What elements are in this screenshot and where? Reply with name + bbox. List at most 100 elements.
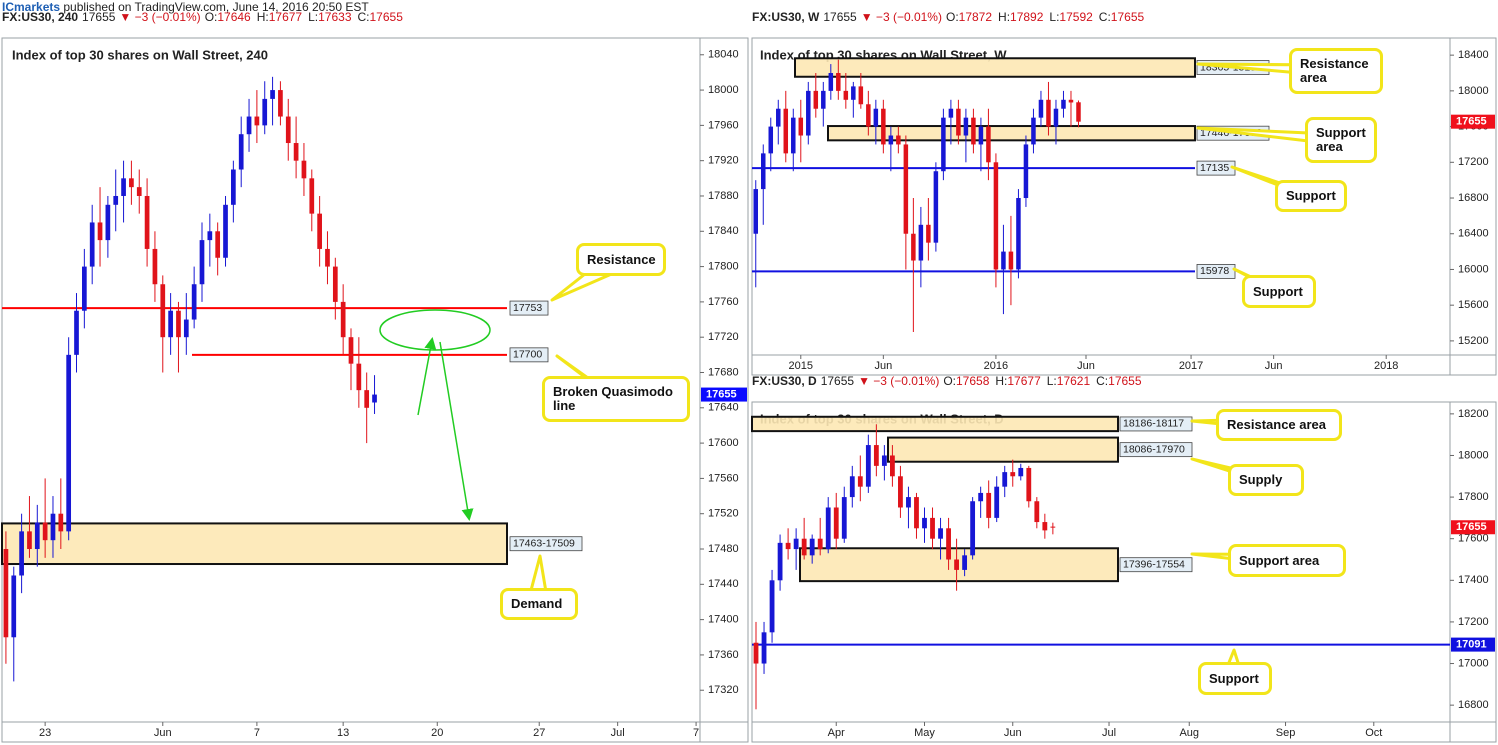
callout: Resistance area bbox=[1216, 409, 1342, 441]
candle-body bbox=[81, 266, 87, 311]
candle-body bbox=[753, 642, 759, 664]
candle-body bbox=[791, 117, 796, 154]
candle-body bbox=[866, 104, 871, 127]
candle-body bbox=[865, 445, 871, 487]
y-tick-label: 16800 bbox=[1458, 699, 1489, 711]
ohlc-label: O: bbox=[945, 10, 959, 24]
candle-body bbox=[58, 513, 64, 532]
candle-body bbox=[1053, 108, 1059, 127]
candle-body bbox=[348, 337, 354, 364]
candle-body bbox=[34, 522, 40, 550]
zone-label-box bbox=[509, 536, 583, 552]
price-change: ▼ −3 (−0.01%) bbox=[119, 10, 201, 24]
candle-body bbox=[888, 135, 894, 145]
ohlc-value: 17655 bbox=[1108, 374, 1142, 388]
ohlc-label: O: bbox=[943, 374, 956, 388]
y-tick-label: 17560 bbox=[708, 472, 739, 484]
candle-body bbox=[793, 538, 799, 550]
candle-body bbox=[1038, 99, 1044, 118]
candle-body bbox=[761, 153, 766, 190]
x-tick-label: Jun bbox=[1077, 360, 1095, 372]
x-tick-label: Jul bbox=[1102, 727, 1116, 739]
x-tick-label: May bbox=[914, 727, 935, 739]
panel-frame bbox=[751, 37, 1497, 376]
last-price: 17655 bbox=[820, 374, 855, 388]
candle-body bbox=[881, 108, 886, 145]
x-tick-label: Jun bbox=[154, 727, 172, 739]
callout: Support bbox=[1242, 275, 1316, 308]
callout: Supply bbox=[1228, 464, 1304, 496]
callout: Support area bbox=[1228, 544, 1346, 577]
zone bbox=[751, 415, 1119, 433]
y-tick-label: 18000 bbox=[1458, 449, 1489, 461]
ohlc-label: C: bbox=[1096, 374, 1109, 388]
x-tick-label: 7 bbox=[693, 727, 699, 739]
symbol: FX:US30, D bbox=[752, 374, 817, 388]
y-tick-label: 17880 bbox=[708, 190, 739, 202]
candle-body bbox=[783, 108, 789, 154]
ohlc-value: 17677 bbox=[268, 10, 303, 24]
candle-body bbox=[340, 301, 346, 338]
level-label: 17700 bbox=[513, 349, 542, 361]
candle-body bbox=[1034, 501, 1040, 523]
candle-body bbox=[356, 363, 362, 391]
candle-body bbox=[833, 507, 839, 539]
candle-body bbox=[325, 248, 330, 267]
candle-body bbox=[963, 117, 969, 136]
candle-body bbox=[42, 522, 48, 541]
y-tick-label: 18200 bbox=[1458, 408, 1489, 420]
y-tick-label: 17840 bbox=[708, 225, 739, 237]
candle-body bbox=[776, 108, 781, 127]
ohlc-value: 17658 bbox=[956, 374, 990, 388]
candle-body bbox=[798, 117, 804, 136]
brand[interactable]: ICmarkets bbox=[2, 0, 61, 14]
candle-body bbox=[301, 160, 307, 179]
callout: Broken Quasimodo line bbox=[542, 376, 690, 422]
zone bbox=[799, 547, 1119, 583]
candle-body bbox=[836, 73, 841, 91]
candle-body bbox=[168, 310, 173, 338]
candle-body bbox=[191, 284, 197, 320]
candle-body bbox=[993, 162, 999, 270]
symbol: FX:US30, 240 bbox=[2, 10, 79, 24]
y-tick-label: 17800 bbox=[1458, 491, 1489, 503]
level-axis-box bbox=[1451, 637, 1495, 652]
candle-body bbox=[121, 178, 126, 196]
zone-label: 18186-18117 bbox=[1123, 418, 1184, 430]
x-tick-label: Jun bbox=[1004, 727, 1022, 739]
y-tick-label: 16000 bbox=[1458, 263, 1489, 275]
candle-body bbox=[1002, 472, 1008, 487]
candle-body bbox=[207, 231, 213, 241]
x-tick-label: Jun bbox=[874, 360, 892, 372]
candle-body bbox=[954, 559, 959, 570]
candle-body bbox=[1031, 117, 1036, 145]
last-price: 17655 bbox=[823, 10, 857, 24]
candle-body bbox=[889, 455, 895, 477]
candle-body bbox=[293, 143, 299, 161]
x-tick-label: 23 bbox=[39, 727, 51, 739]
ohlc-label: H: bbox=[998, 10, 1011, 24]
candle-body bbox=[881, 455, 887, 466]
candle-body bbox=[1001, 251, 1006, 270]
candle-body bbox=[285, 116, 291, 144]
candle-body bbox=[3, 549, 9, 638]
level-label-box bbox=[509, 347, 549, 363]
symbol: FX:US30, W bbox=[752, 10, 820, 24]
y-tick-label: 17720 bbox=[708, 331, 739, 343]
y-tick-label: 17400 bbox=[1458, 574, 1489, 586]
candle-body bbox=[906, 497, 911, 508]
ohlc-label: C: bbox=[1098, 10, 1111, 24]
candle-body bbox=[66, 354, 72, 532]
candle-body bbox=[89, 222, 95, 267]
ohlc-value: 17646 bbox=[217, 10, 251, 24]
x-tick-label: 20 bbox=[431, 727, 443, 739]
candle-body bbox=[1042, 522, 1048, 531]
y-tick-label: 15200 bbox=[1458, 335, 1489, 347]
candle-body bbox=[817, 538, 823, 550]
candle-body bbox=[74, 310, 79, 355]
candle-body bbox=[97, 222, 103, 241]
ohlc-label: O: bbox=[204, 10, 218, 24]
level-label: 17135 bbox=[1200, 162, 1229, 174]
candle-body bbox=[176, 310, 181, 338]
candle-body bbox=[926, 224, 931, 243]
